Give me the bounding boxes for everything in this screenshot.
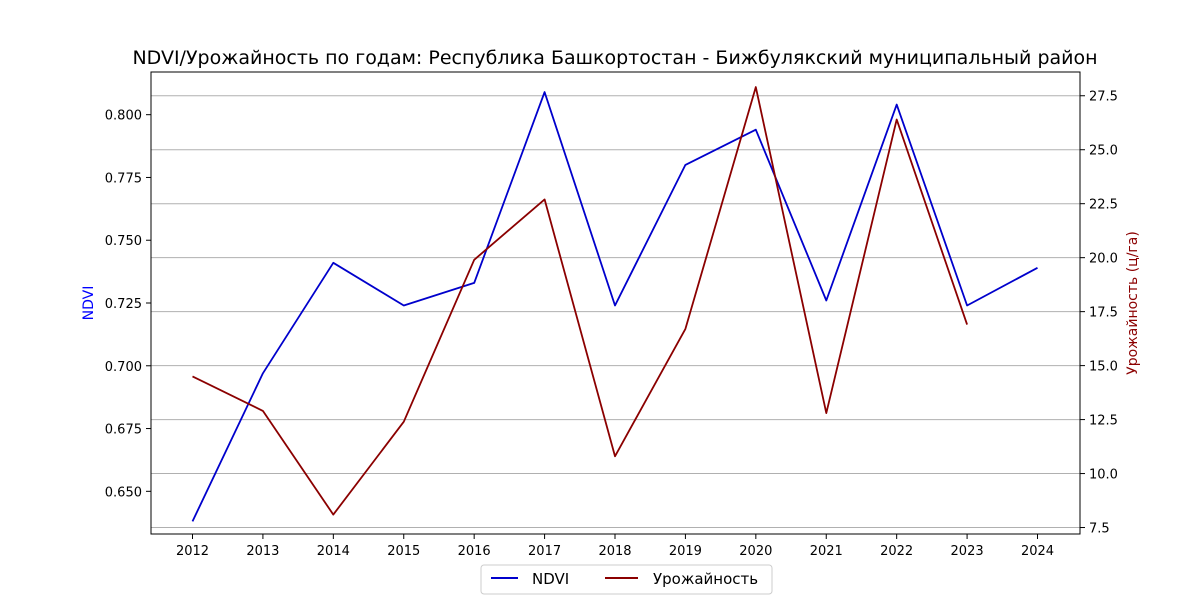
right-tick-label-10.0: 10.0 bbox=[1089, 468, 1118, 483]
right-axis-label: Урожайность (ц/га) bbox=[1125, 231, 1141, 375]
right-tick-label-22.5: 22.5 bbox=[1089, 198, 1118, 213]
right-tick-label-12.5: 12.5 bbox=[1089, 414, 1118, 429]
right-tick-label-25.0: 25.0 bbox=[1089, 144, 1118, 159]
chart-title: NDVI/Урожайность по годам: Республика Ба… bbox=[132, 47, 1097, 69]
left-tick-label-0.800: 0.800 bbox=[105, 109, 142, 124]
left-tick-label-0.700: 0.700 bbox=[105, 360, 142, 375]
x-tick-label-2020: 2020 bbox=[739, 544, 772, 559]
x-tick-label-2012: 2012 bbox=[176, 544, 209, 559]
x-axis: 2012 2013 2014 2015 2016 2017 2018 2019 2020 2021… bbox=[176, 534, 1054, 559]
right-tick-label-20.0: 20.0 bbox=[1089, 252, 1118, 267]
series-line-yield bbox=[192, 86, 968, 516]
series-line-ndvi bbox=[191, 91, 1038, 522]
left-tick-label-0.725: 0.725 bbox=[105, 297, 142, 312]
left-tick-label-0.650: 0.650 bbox=[105, 485, 142, 500]
left-y-axis: 0.650 0.675 0.700 0.725 0.750 0.775 0.800 bbox=[105, 109, 151, 500]
x-tick-label-2017: 2017 bbox=[528, 544, 561, 559]
right-tick-label-17.5: 17.5 bbox=[1089, 306, 1118, 321]
x-tick-label-2023: 2023 bbox=[951, 544, 984, 559]
legend-label-yield: Урожайность bbox=[653, 570, 758, 588]
x-tick-label-2018: 2018 bbox=[598, 544, 631, 559]
x-tick-label-2014: 2014 bbox=[317, 544, 350, 559]
right-tick-label-7.5: 7.5 bbox=[1089, 522, 1110, 537]
x-tick-label-2019: 2019 bbox=[669, 544, 702, 559]
legend-box bbox=[480, 564, 773, 595]
right-tick-label-27.5: 27.5 bbox=[1089, 90, 1118, 105]
right-y-axis: 7.5 10.0 12.5 15.0 17.5 20.0 22.5 25.0 27.5 bbox=[1080, 90, 1118, 537]
legend: NDVI Урожайность bbox=[480, 564, 773, 595]
left-tick-label-0.675: 0.675 bbox=[105, 423, 142, 438]
x-tick-label-2024: 2024 bbox=[1021, 544, 1054, 559]
grid bbox=[151, 95, 1080, 529]
series-lines bbox=[191, 86, 1038, 522]
legend-label-ndvi: NDVI bbox=[532, 570, 569, 588]
x-tick-label-2016: 2016 bbox=[458, 544, 491, 559]
right-tick-label-15.0: 15.0 bbox=[1089, 360, 1118, 375]
x-tick-label-2013: 2013 bbox=[246, 544, 279, 559]
x-tick-label-2015: 2015 bbox=[387, 544, 420, 559]
x-tick-label-2021: 2021 bbox=[810, 544, 843, 559]
left-axis-label: NDVI bbox=[81, 286, 97, 321]
left-tick-label-0.775: 0.775 bbox=[105, 171, 142, 186]
x-tick-label-2022: 2022 bbox=[880, 544, 913, 559]
left-tick-label-0.750: 0.750 bbox=[105, 234, 142, 249]
